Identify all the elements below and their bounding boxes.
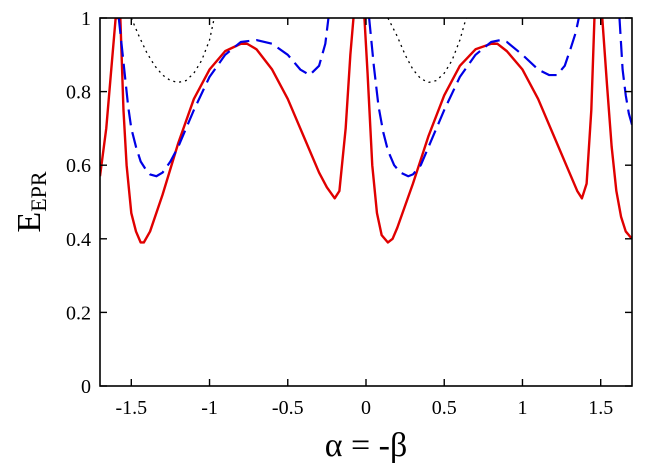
x-axis-title: α = -β <box>325 427 408 464</box>
y-axis-title-subscript: EPR <box>26 171 51 212</box>
x-tick-label-5: 0.5 <box>432 397 457 419</box>
x-tick-label-7: 1.5 <box>588 397 613 419</box>
x-tick-label-4: 0 <box>361 397 371 419</box>
tick-layer: -1.5 -1 -0.5 0 0.5 1 1.5 0 0.2 0.4 0.6 0.8 1 <box>66 8 632 419</box>
series-layer <box>100 18 632 244</box>
series-line-solid-3 <box>601 18 632 240</box>
y-tick-label-5: 0.8 <box>66 82 91 104</box>
y-axis-title-main: E <box>11 212 48 233</box>
series-line-solid-1 <box>100 18 355 244</box>
y-tick-label-4: 0.6 <box>66 155 91 177</box>
y-tick-label-1: 0 <box>81 376 91 398</box>
y-tick-label-2: 0.2 <box>66 302 91 324</box>
y-tick-label-6: 1 <box>81 8 91 30</box>
series-line-dashed-6 <box>618 18 632 126</box>
x-tick-label-3: -0.5 <box>272 397 304 419</box>
y-axis-title: EEPR <box>11 171 51 232</box>
x-tick-label-1: -1.5 <box>115 397 147 419</box>
x-tick-label-6: 1 <box>517 397 527 419</box>
series-line-dotted-8 <box>387 18 467 84</box>
series-line-dashed-5 <box>368 18 580 178</box>
series-line-solid-2 <box>363 18 596 244</box>
y-tick-label-3: 0.4 <box>66 229 91 251</box>
x-tick-label-2: -1 <box>201 397 218 419</box>
plot-frame <box>99 17 633 387</box>
series-line-dashed-4 <box>117 18 330 178</box>
series-line-dotted-7 <box>130 18 215 84</box>
